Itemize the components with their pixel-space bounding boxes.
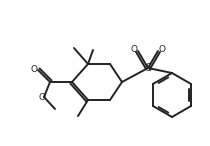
Text: O: O (159, 46, 165, 54)
Text: O: O (38, 93, 46, 101)
Text: O: O (30, 66, 38, 74)
Text: S: S (145, 63, 151, 73)
Text: O: O (130, 46, 138, 54)
